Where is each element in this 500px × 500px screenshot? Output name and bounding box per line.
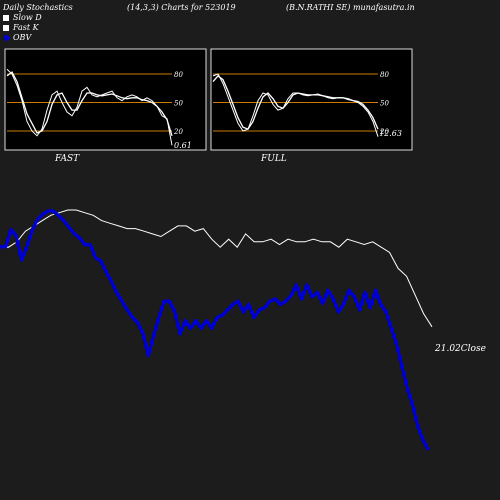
full-tick-label-80: 80 (380, 71, 389, 79)
fast-panel-title: FAST (54, 154, 80, 164)
legend-fast-k: Fast K (3, 23, 39, 32)
fast-panel: 20 50 80 0.61 FAST (4, 48, 207, 164)
chart-symbol-title: (14,3,3) Charts for 523019 (127, 3, 236, 12)
fast-k-swatch (3, 24, 9, 31)
legend-slow-d: Slow D (3, 13, 42, 22)
full-panel-background (210, 48, 413, 151)
obv-line (0, 209, 430, 451)
fast-tick-label-80: 80 (174, 71, 183, 79)
chart-type-title: Daily Stochastics (3, 3, 73, 12)
legend-label: Fast K (13, 23, 39, 32)
full-slow-d-line (212, 75, 379, 130)
chart-source-title: (B.N.RATHI SE) munafasutra.in (286, 3, 415, 12)
close-price-label: 21.02Close (434, 344, 486, 354)
full-last-value: 12.63 (379, 129, 402, 138)
legend-label: OBV (13, 33, 32, 42)
full-grid: 20 50 80 (213, 71, 389, 136)
full-panel-title: FULL (260, 154, 287, 164)
price-lines (0, 209, 433, 451)
full-tick-label-50: 50 (380, 100, 389, 108)
full-lines (212, 73, 379, 137)
slow-d-swatch (3, 14, 9, 21)
fast-lines (6, 68, 173, 146)
full-panel: 20 50 80 12.63 FULL (210, 48, 413, 164)
fast-grid: 20 50 80 (7, 71, 183, 136)
legend-label: Slow D (13, 13, 42, 22)
price-obv-panel: 21.02Close (0, 209, 486, 451)
fast-slow-d-line (6, 71, 173, 136)
legend-obv: OBV (3, 33, 31, 42)
close-price-line (0, 209, 433, 328)
fast-last-value: 0.61 (174, 141, 192, 150)
obv-swatch (3, 34, 9, 41)
full-tick-label-20: 20 (379, 128, 389, 136)
fast-fast-k-line (6, 68, 173, 146)
fast-tick-label-20: 20 (173, 128, 183, 136)
fast-tick-label-50: 50 (174, 100, 183, 108)
